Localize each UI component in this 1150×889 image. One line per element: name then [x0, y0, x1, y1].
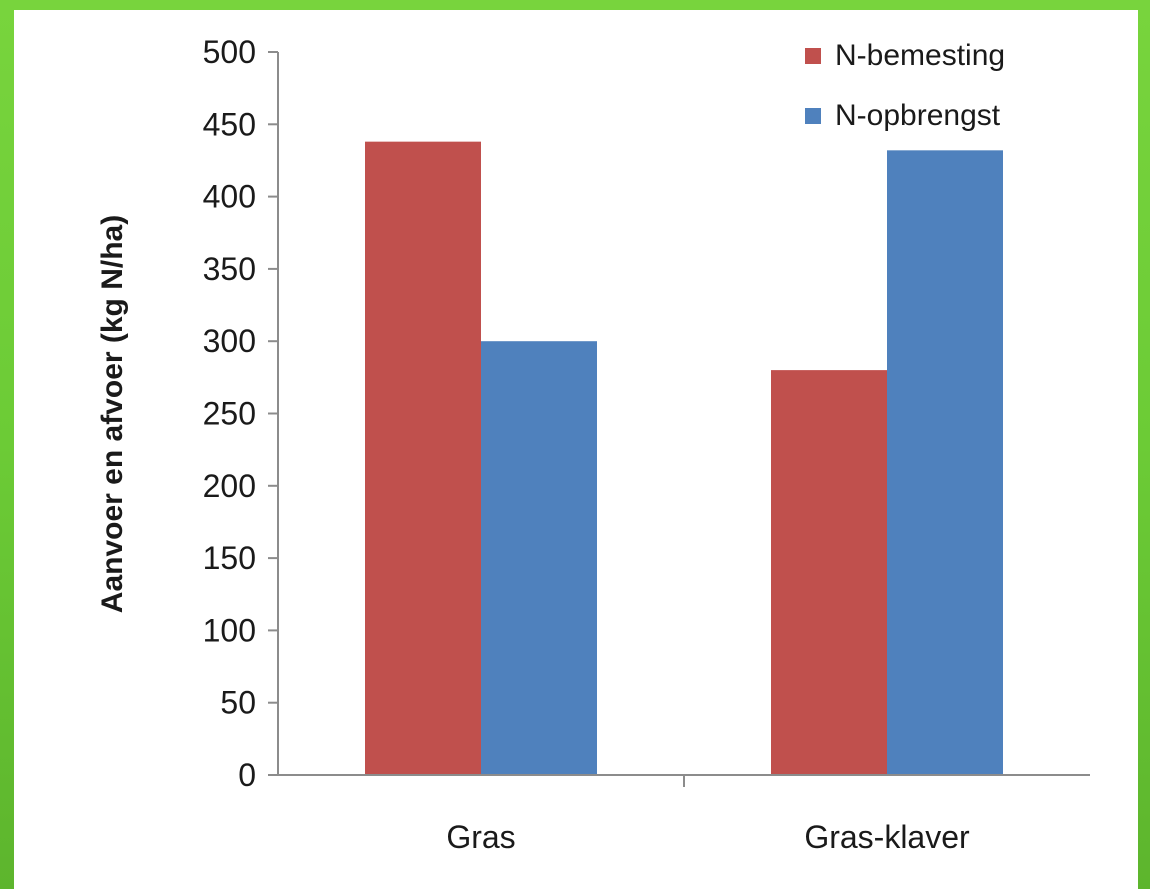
bar — [771, 370, 887, 775]
bar — [887, 150, 1003, 775]
bar — [365, 141, 481, 776]
y-tick-label: 300 — [203, 323, 256, 359]
y-tick-label: 100 — [203, 612, 256, 648]
x-category-label: Gras-klaver — [804, 819, 970, 855]
x-category-label: Gras — [446, 819, 515, 855]
y-tick-label: 450 — [203, 106, 256, 142]
y-tick-label: 400 — [203, 179, 256, 215]
y-tick-label: 200 — [203, 468, 256, 504]
legend-label: N-bemesting — [835, 39, 1005, 72]
legend-swatch — [805, 108, 821, 124]
bar — [481, 341, 597, 775]
y-tick-label: 0 — [238, 757, 256, 793]
y-tick-label: 250 — [203, 396, 256, 432]
y-tick-label: 500 — [203, 34, 256, 70]
y-axis-title: Aanvoer en afvoer (kg N/ha) — [96, 215, 129, 613]
y-tick-label: 50 — [220, 685, 256, 721]
y-tick-label: 350 — [203, 251, 256, 287]
y-tick-label: 150 — [203, 540, 256, 576]
legend-swatch — [805, 48, 821, 64]
legend-label: N-opbrengst — [835, 99, 1001, 132]
